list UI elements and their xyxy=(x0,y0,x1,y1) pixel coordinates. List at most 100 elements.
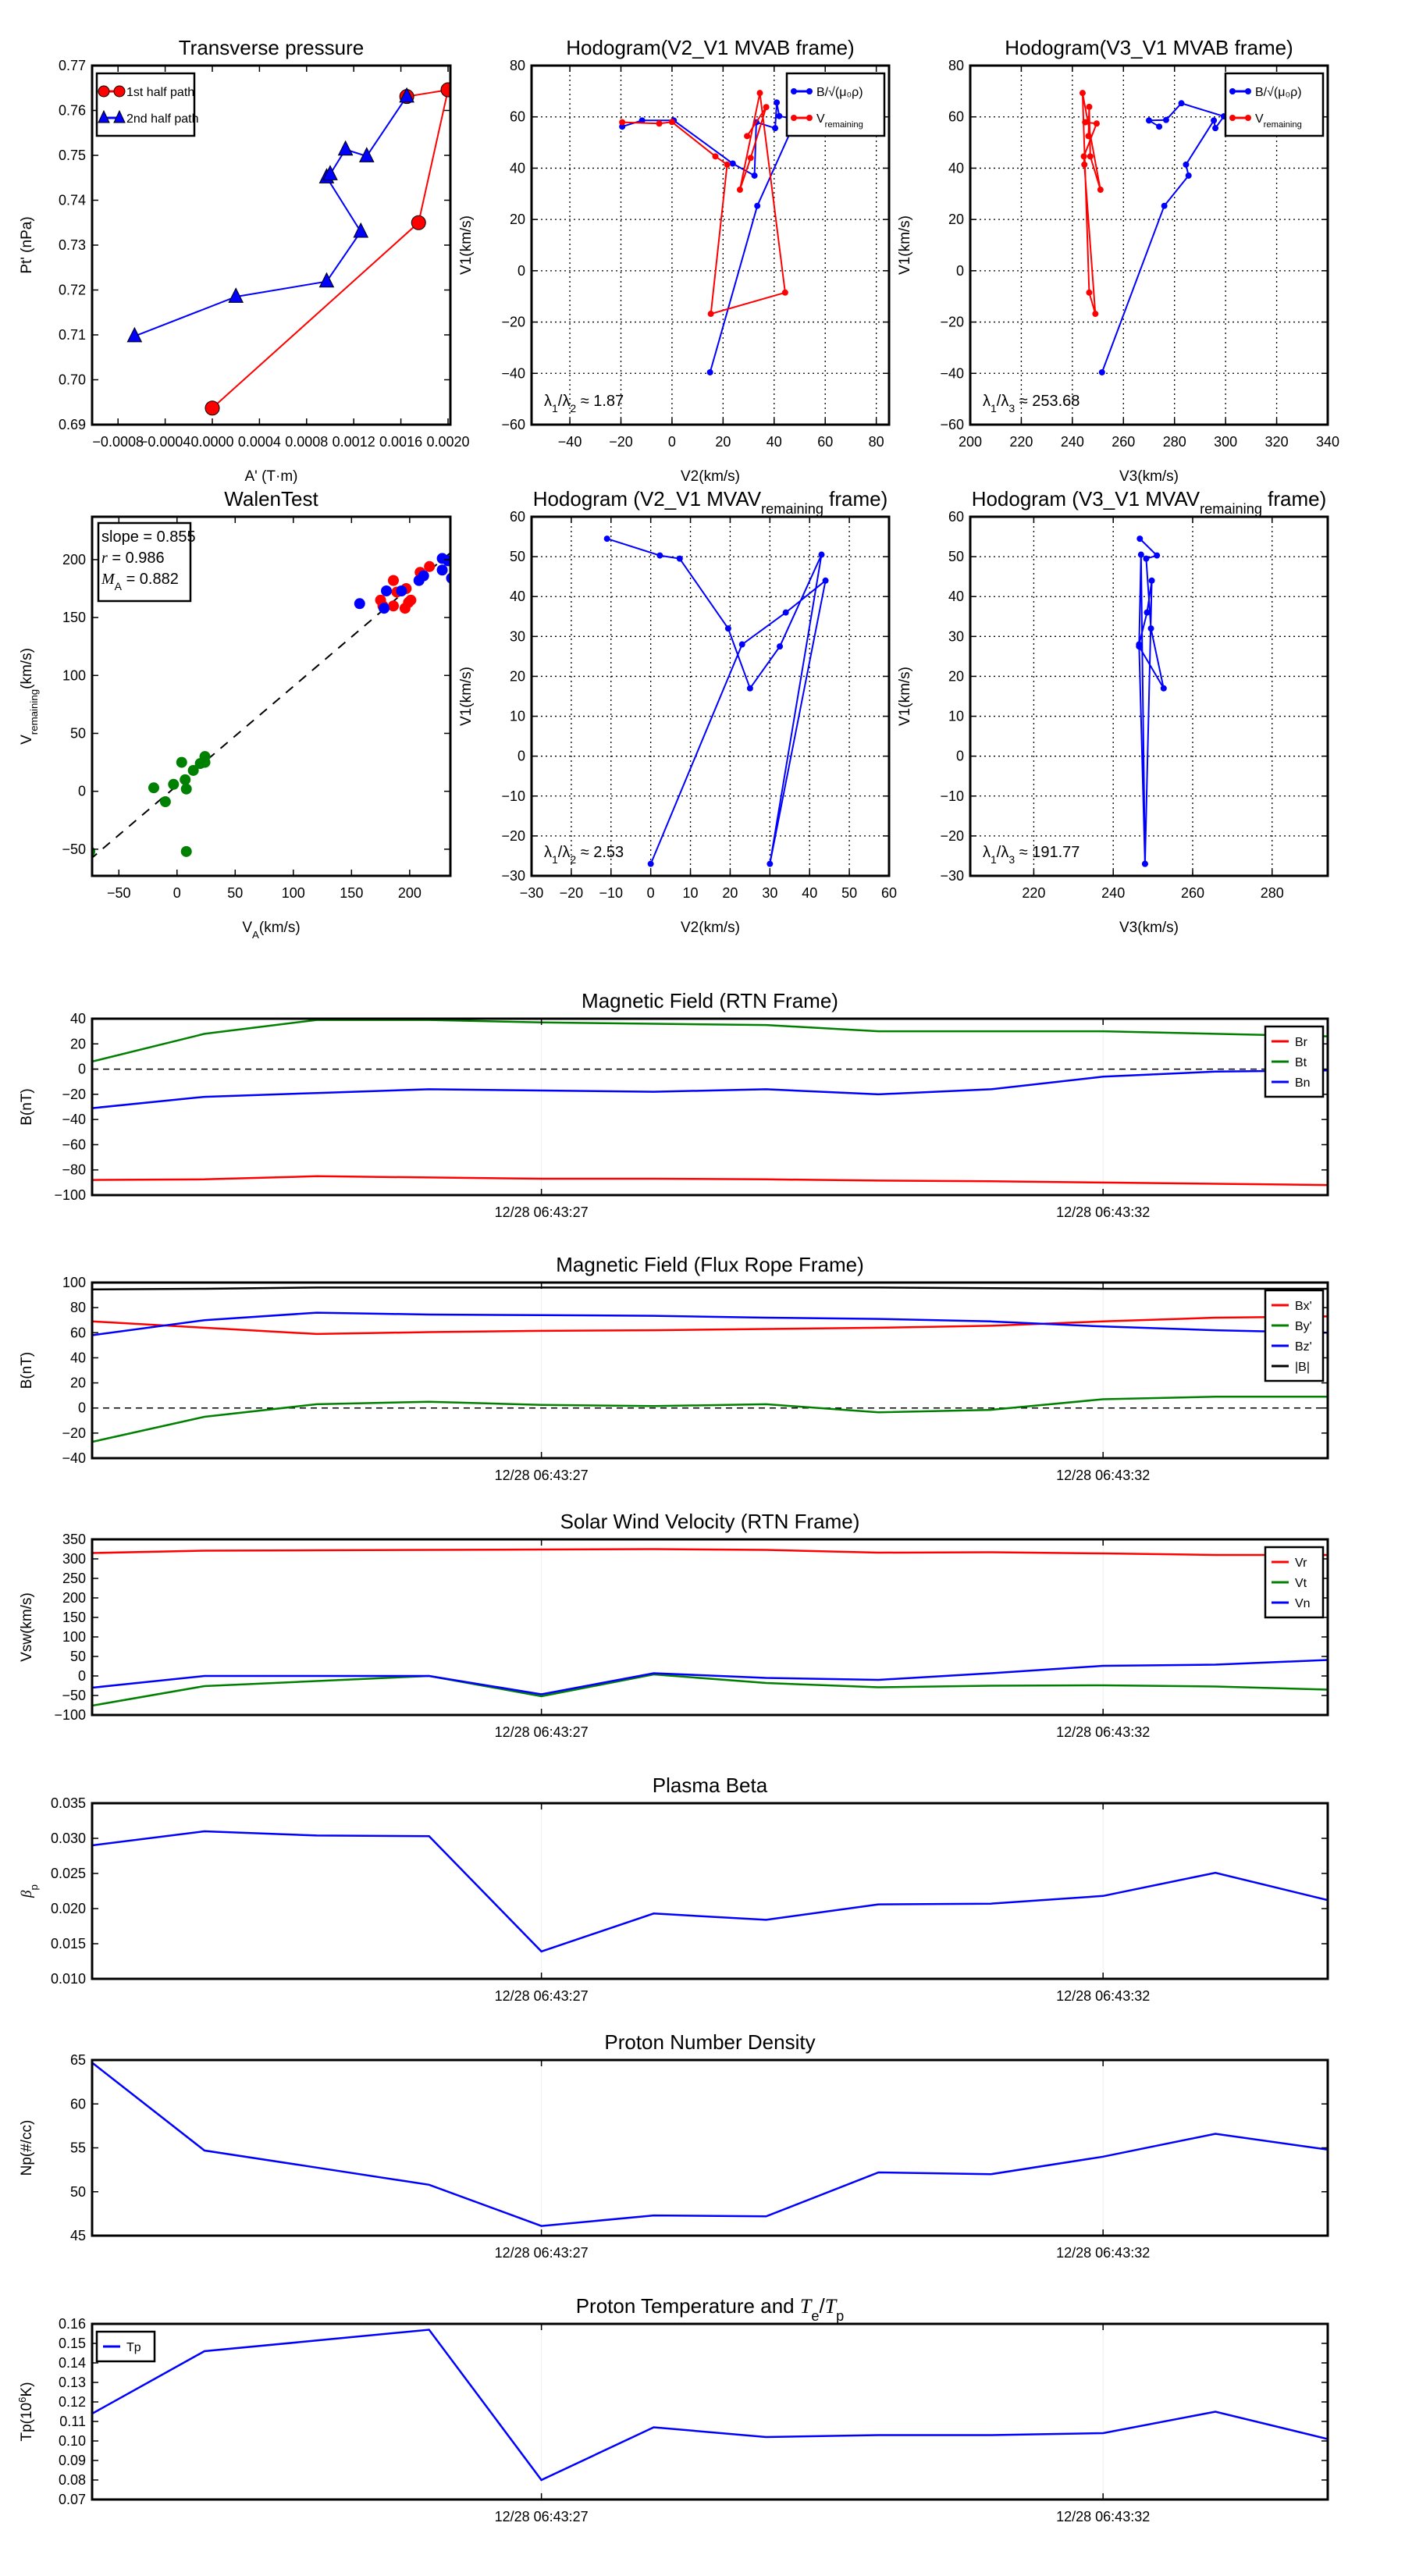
data-point xyxy=(1093,120,1100,127)
y-tick-label: −50 xyxy=(62,841,86,857)
x-axis-label: V2(km/s) xyxy=(681,468,740,485)
text-part: ≈ 2.53 xyxy=(576,844,624,861)
data-point xyxy=(724,625,731,632)
legend-label: B/√(μ₀ρ) xyxy=(816,86,863,99)
x-tick-label: 260 xyxy=(1112,434,1135,450)
y-tick-label: −80 xyxy=(62,1162,86,1178)
legend-box xyxy=(785,72,886,137)
y-tick-label: 350 xyxy=(62,1532,86,1547)
text-part: K) xyxy=(19,2382,35,2396)
y-tick-label: 200 xyxy=(62,552,86,568)
y-axis-label: B(nT) xyxy=(19,1088,35,1126)
y-tick-label: 40 xyxy=(510,589,525,604)
x-tick-label: 12/28 06:43:27 xyxy=(495,2245,589,2261)
x-tick-label: 12/28 06:43:27 xyxy=(495,1724,589,1740)
data-point xyxy=(387,600,399,612)
y-tick-label: 40 xyxy=(70,1350,86,1365)
data-point xyxy=(1154,552,1161,559)
x-tick-label: 240 xyxy=(1101,885,1125,901)
text-part: Tp(10 xyxy=(19,2403,35,2442)
y-tick-label: −30 xyxy=(501,868,525,884)
legend-entry: |B| xyxy=(1272,1361,1310,1374)
x-tick-label: 0.0000 xyxy=(190,434,233,450)
data-point xyxy=(754,202,761,209)
y-tick-label: 0 xyxy=(956,749,964,764)
data-point xyxy=(729,160,736,167)
y-tick-label: 50 xyxy=(948,549,964,564)
series-1 xyxy=(92,1673,1328,1707)
text-part: slope = 0.855 xyxy=(101,528,196,546)
legend-marker xyxy=(791,88,797,94)
text-part: Proton Temperature and xyxy=(576,2294,800,2318)
y-tick-label: 150 xyxy=(62,1610,86,1625)
data-point xyxy=(92,846,96,857)
y-tick-label: 100 xyxy=(62,1629,86,1645)
y-tick-label: −10 xyxy=(940,788,964,804)
y-tick-label: 0.11 xyxy=(59,2414,86,2429)
data-point xyxy=(180,783,192,795)
x-tick-label: 12/28 06:43:27 xyxy=(495,1468,589,1483)
series-1 xyxy=(126,87,414,343)
legend-marker xyxy=(806,115,813,121)
data-point xyxy=(1185,172,1192,179)
y-tick-label: −60 xyxy=(62,1137,86,1152)
axes-frame xyxy=(91,1538,1329,1717)
text-part: 2 xyxy=(570,402,576,415)
y-tick-label: −10 xyxy=(501,788,525,804)
data-point xyxy=(747,155,754,162)
y-tick-label: 60 xyxy=(510,509,525,525)
y-tick-label: 0.07 xyxy=(59,2492,86,2507)
data-point xyxy=(744,133,751,140)
legend-entry: Bn xyxy=(1272,1076,1311,1090)
y-tick-label: 30 xyxy=(510,628,525,644)
text-part: λ xyxy=(983,393,991,410)
y-tick-label: 0.025 xyxy=(51,1866,86,1881)
y-axis-label: Tp(106K) xyxy=(16,2382,36,2441)
data-point xyxy=(418,570,429,582)
data-point xyxy=(126,326,143,343)
series-1 xyxy=(1079,90,1104,318)
eigenvalue-ratio-annotation: λ1/λ2 ≈ 1.87 xyxy=(544,393,624,415)
text-part: A xyxy=(115,580,123,592)
legend-marker xyxy=(806,88,813,94)
y-tick-label: 0 xyxy=(78,1668,86,1684)
data-point xyxy=(774,99,781,106)
chart-walen-test: −50 0 50 100 150 200 −50 0 50 100 150 200 WalenTest V… xyxy=(19,487,452,941)
series-line xyxy=(92,1311,1328,1336)
fit-stat-line: MA = 0.882 xyxy=(101,571,179,592)
data-point xyxy=(767,860,774,867)
legend-entry: Bz' xyxy=(1272,1340,1312,1354)
fit-stats-box: slope = 0.855 r = 0.986 MA = 0.882 xyxy=(97,521,196,603)
y-tick-label: −60 xyxy=(501,417,525,432)
legend-entry: By' xyxy=(1272,1320,1312,1333)
text-part: remaining xyxy=(825,120,863,130)
legend-label: Bt xyxy=(1295,1056,1307,1069)
text-part: A xyxy=(252,929,259,941)
y-axis-label: B(nT) xyxy=(19,1352,35,1389)
text-part: (km/s) xyxy=(259,920,301,936)
legend: B/√(μ₀ρ) Vremaining xyxy=(1224,72,1325,137)
data-point xyxy=(159,796,171,808)
legend-box xyxy=(1264,1289,1325,1382)
legend-label: Vt xyxy=(1295,1577,1307,1590)
data-point xyxy=(1162,116,1169,123)
y-tick-label: 0.12 xyxy=(59,2394,86,2410)
data-point xyxy=(1080,153,1087,160)
y-tick-label: 40 xyxy=(510,160,525,176)
data-point xyxy=(1178,100,1185,107)
chart-title: Solar Wind Velocity (RTN Frame) xyxy=(560,1510,860,1533)
legend-entry: Vt xyxy=(1272,1577,1307,1590)
y-tick-label: 30 xyxy=(948,628,964,644)
y-tick-label: 0.15 xyxy=(59,2336,86,2351)
data-point xyxy=(1079,90,1086,97)
x-axis-label: V2(km/s) xyxy=(681,920,740,936)
data-point xyxy=(782,609,789,616)
legend-marker xyxy=(1245,115,1251,121)
data-point xyxy=(1144,609,1151,616)
text-part: ≈ 253.68 xyxy=(1015,393,1080,410)
axes-frame xyxy=(91,64,452,426)
x-tick-label: 12/28 06:43:32 xyxy=(1056,1724,1150,1740)
chart-title: Transverse pressure xyxy=(179,36,364,59)
data-point xyxy=(148,782,159,794)
